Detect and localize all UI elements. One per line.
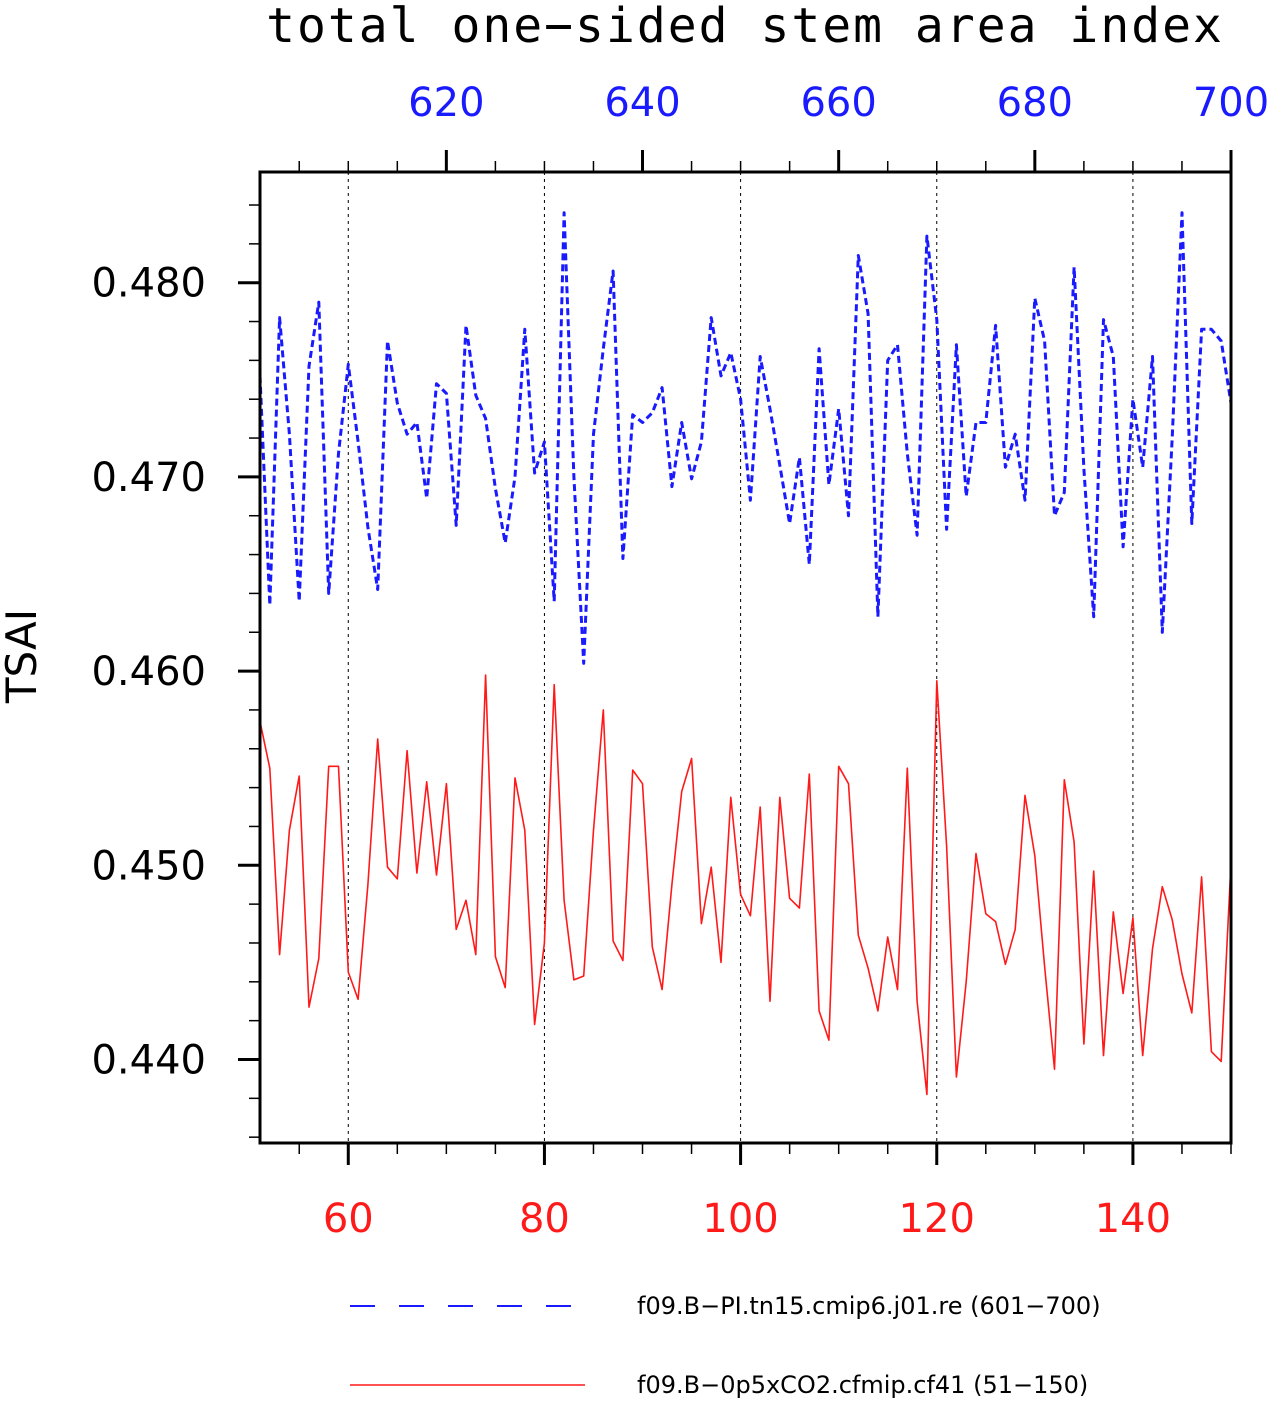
top-tick-label: 680 <box>997 80 1073 126</box>
axis-ticks <box>238 150 1233 1165</box>
y-tick-label: 0.470 <box>91 455 206 501</box>
chart-title: total one−sided stem area index <box>266 0 1224 54</box>
legend: f09.B−PI.tn15.cmip6.j01.re (601−700) f09… <box>350 1292 1101 1399</box>
y-tick-label: 0.450 <box>91 843 206 889</box>
top-tick-label: 700 <box>1193 80 1269 126</box>
bottom-tick-label: 120 <box>899 1196 975 1242</box>
y-axis-label: TSAI <box>0 609 46 704</box>
series-group <box>258 211 1233 1096</box>
series-line-blue <box>258 211 1233 665</box>
top-tick-label: 660 <box>800 80 876 126</box>
bottom-tick-label: 140 <box>1095 1196 1171 1242</box>
tick-labels: 60 80 100 120 140 620 640 660 680 700 0.440 0.450 0.… <box>91 80 1269 1242</box>
y-tick-label: 0.440 <box>91 1037 206 1083</box>
bottom-tick-label: 80 <box>519 1196 570 1242</box>
vertical-grid <box>347 172 1134 1143</box>
legend-label-blue: f09.B−PI.tn15.cmip6.j01.re (601−700) <box>637 1292 1101 1320</box>
bottom-tick-label: 100 <box>702 1196 778 1242</box>
bottom-tick-label: 60 <box>323 1196 374 1242</box>
plot-frame <box>258 170 1233 1145</box>
y-tick-label: 0.480 <box>91 261 206 307</box>
series-line-red <box>259 674 1232 1096</box>
y-tick-label: 0.460 <box>91 649 206 695</box>
top-tick-label: 620 <box>408 80 484 126</box>
legend-label-red: f09.B−0p5xCO2.cfmip.cf41 (51−150) <box>637 1371 1088 1399</box>
top-tick-label: 640 <box>604 80 680 126</box>
